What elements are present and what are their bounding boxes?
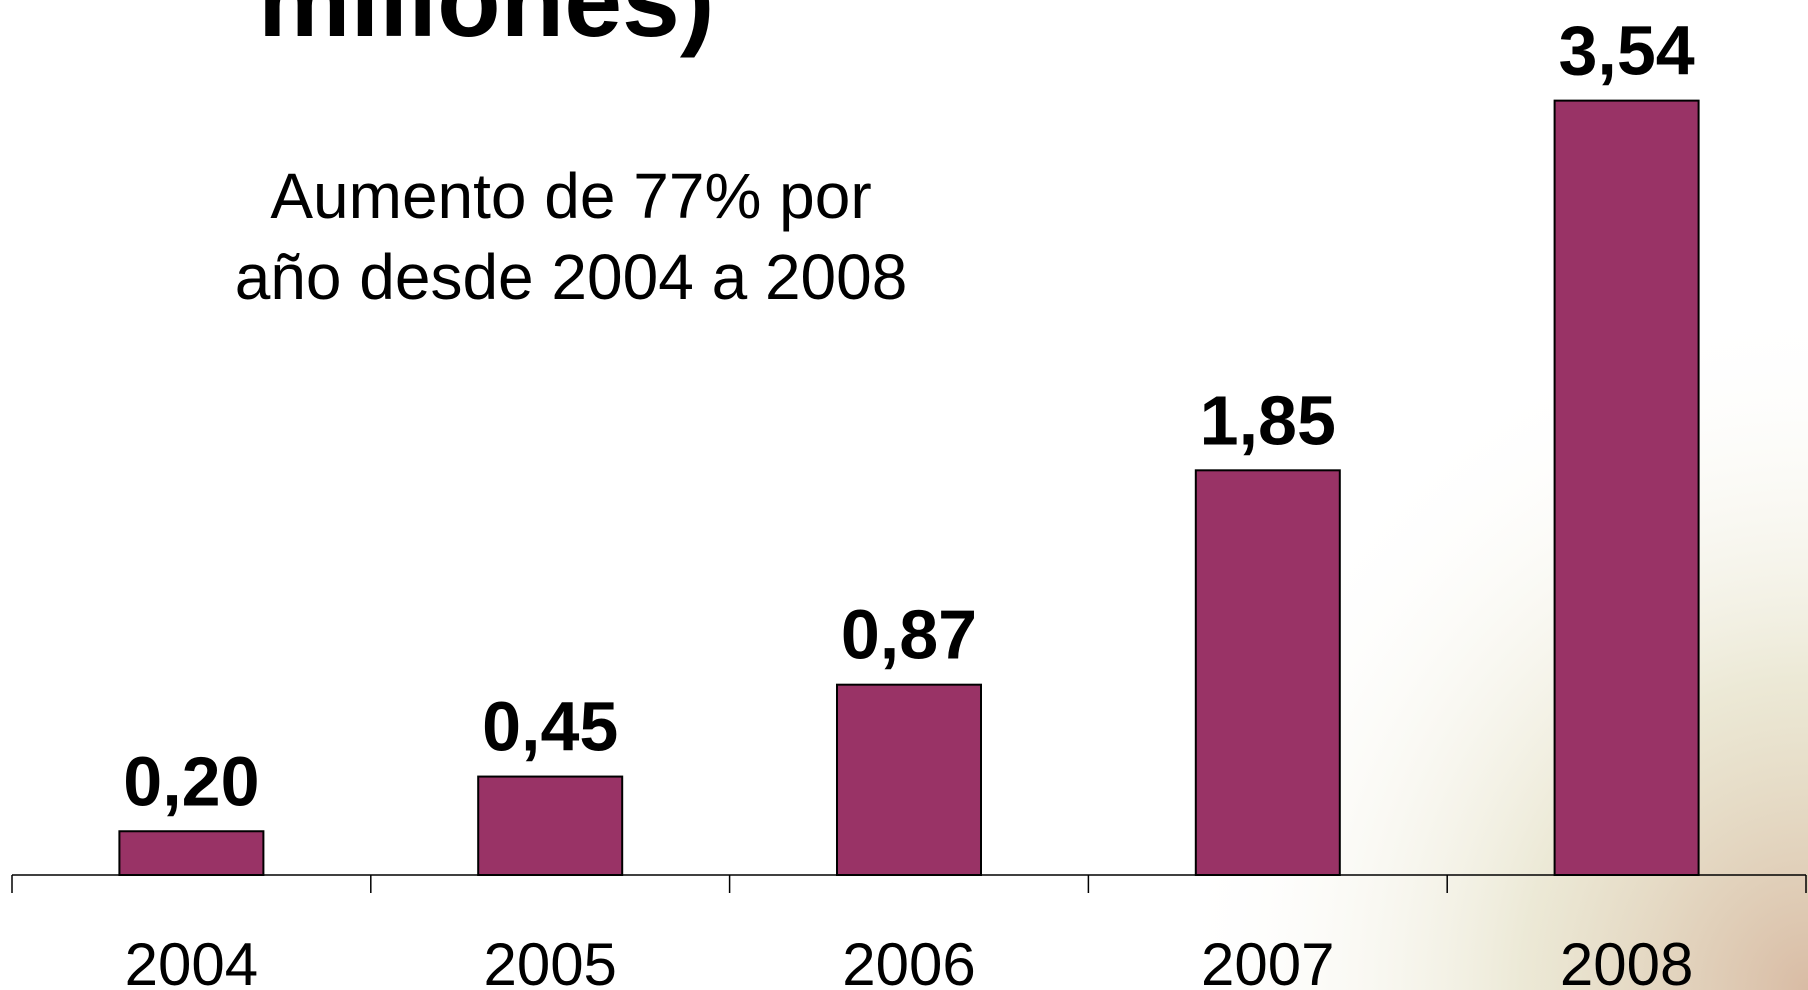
x-tick-label: 2007 bbox=[1201, 931, 1334, 990]
value-label: 0,20 bbox=[123, 742, 259, 820]
x-tick-label: 2006 bbox=[842, 931, 975, 990]
annotation: Aumento de 77% por año desde 2004 a 2008 bbox=[221, 156, 921, 318]
value-label: 1,85 bbox=[1200, 381, 1336, 459]
value-label: 0,87 bbox=[841, 596, 977, 674]
x-tick-label: 2005 bbox=[483, 931, 616, 990]
page: millones) 2004 0,20 2005 0,45 2006 0,87 2007 1,… bbox=[0, 0, 1808, 990]
value-label: 0,45 bbox=[482, 688, 618, 766]
chart: millones) 2004 0,20 2005 0,45 2006 0,87 2007 1,… bbox=[0, 0, 1808, 990]
x-tick-label: 2008 bbox=[1560, 931, 1693, 990]
x-tick-label: 2004 bbox=[125, 931, 258, 990]
bar bbox=[119, 831, 263, 875]
bar bbox=[1555, 101, 1699, 875]
value-label: 3,54 bbox=[1558, 12, 1694, 90]
chart-title: millones) bbox=[258, 0, 715, 59]
bar bbox=[837, 685, 981, 875]
bar bbox=[478, 777, 622, 875]
bar bbox=[1196, 470, 1340, 875]
